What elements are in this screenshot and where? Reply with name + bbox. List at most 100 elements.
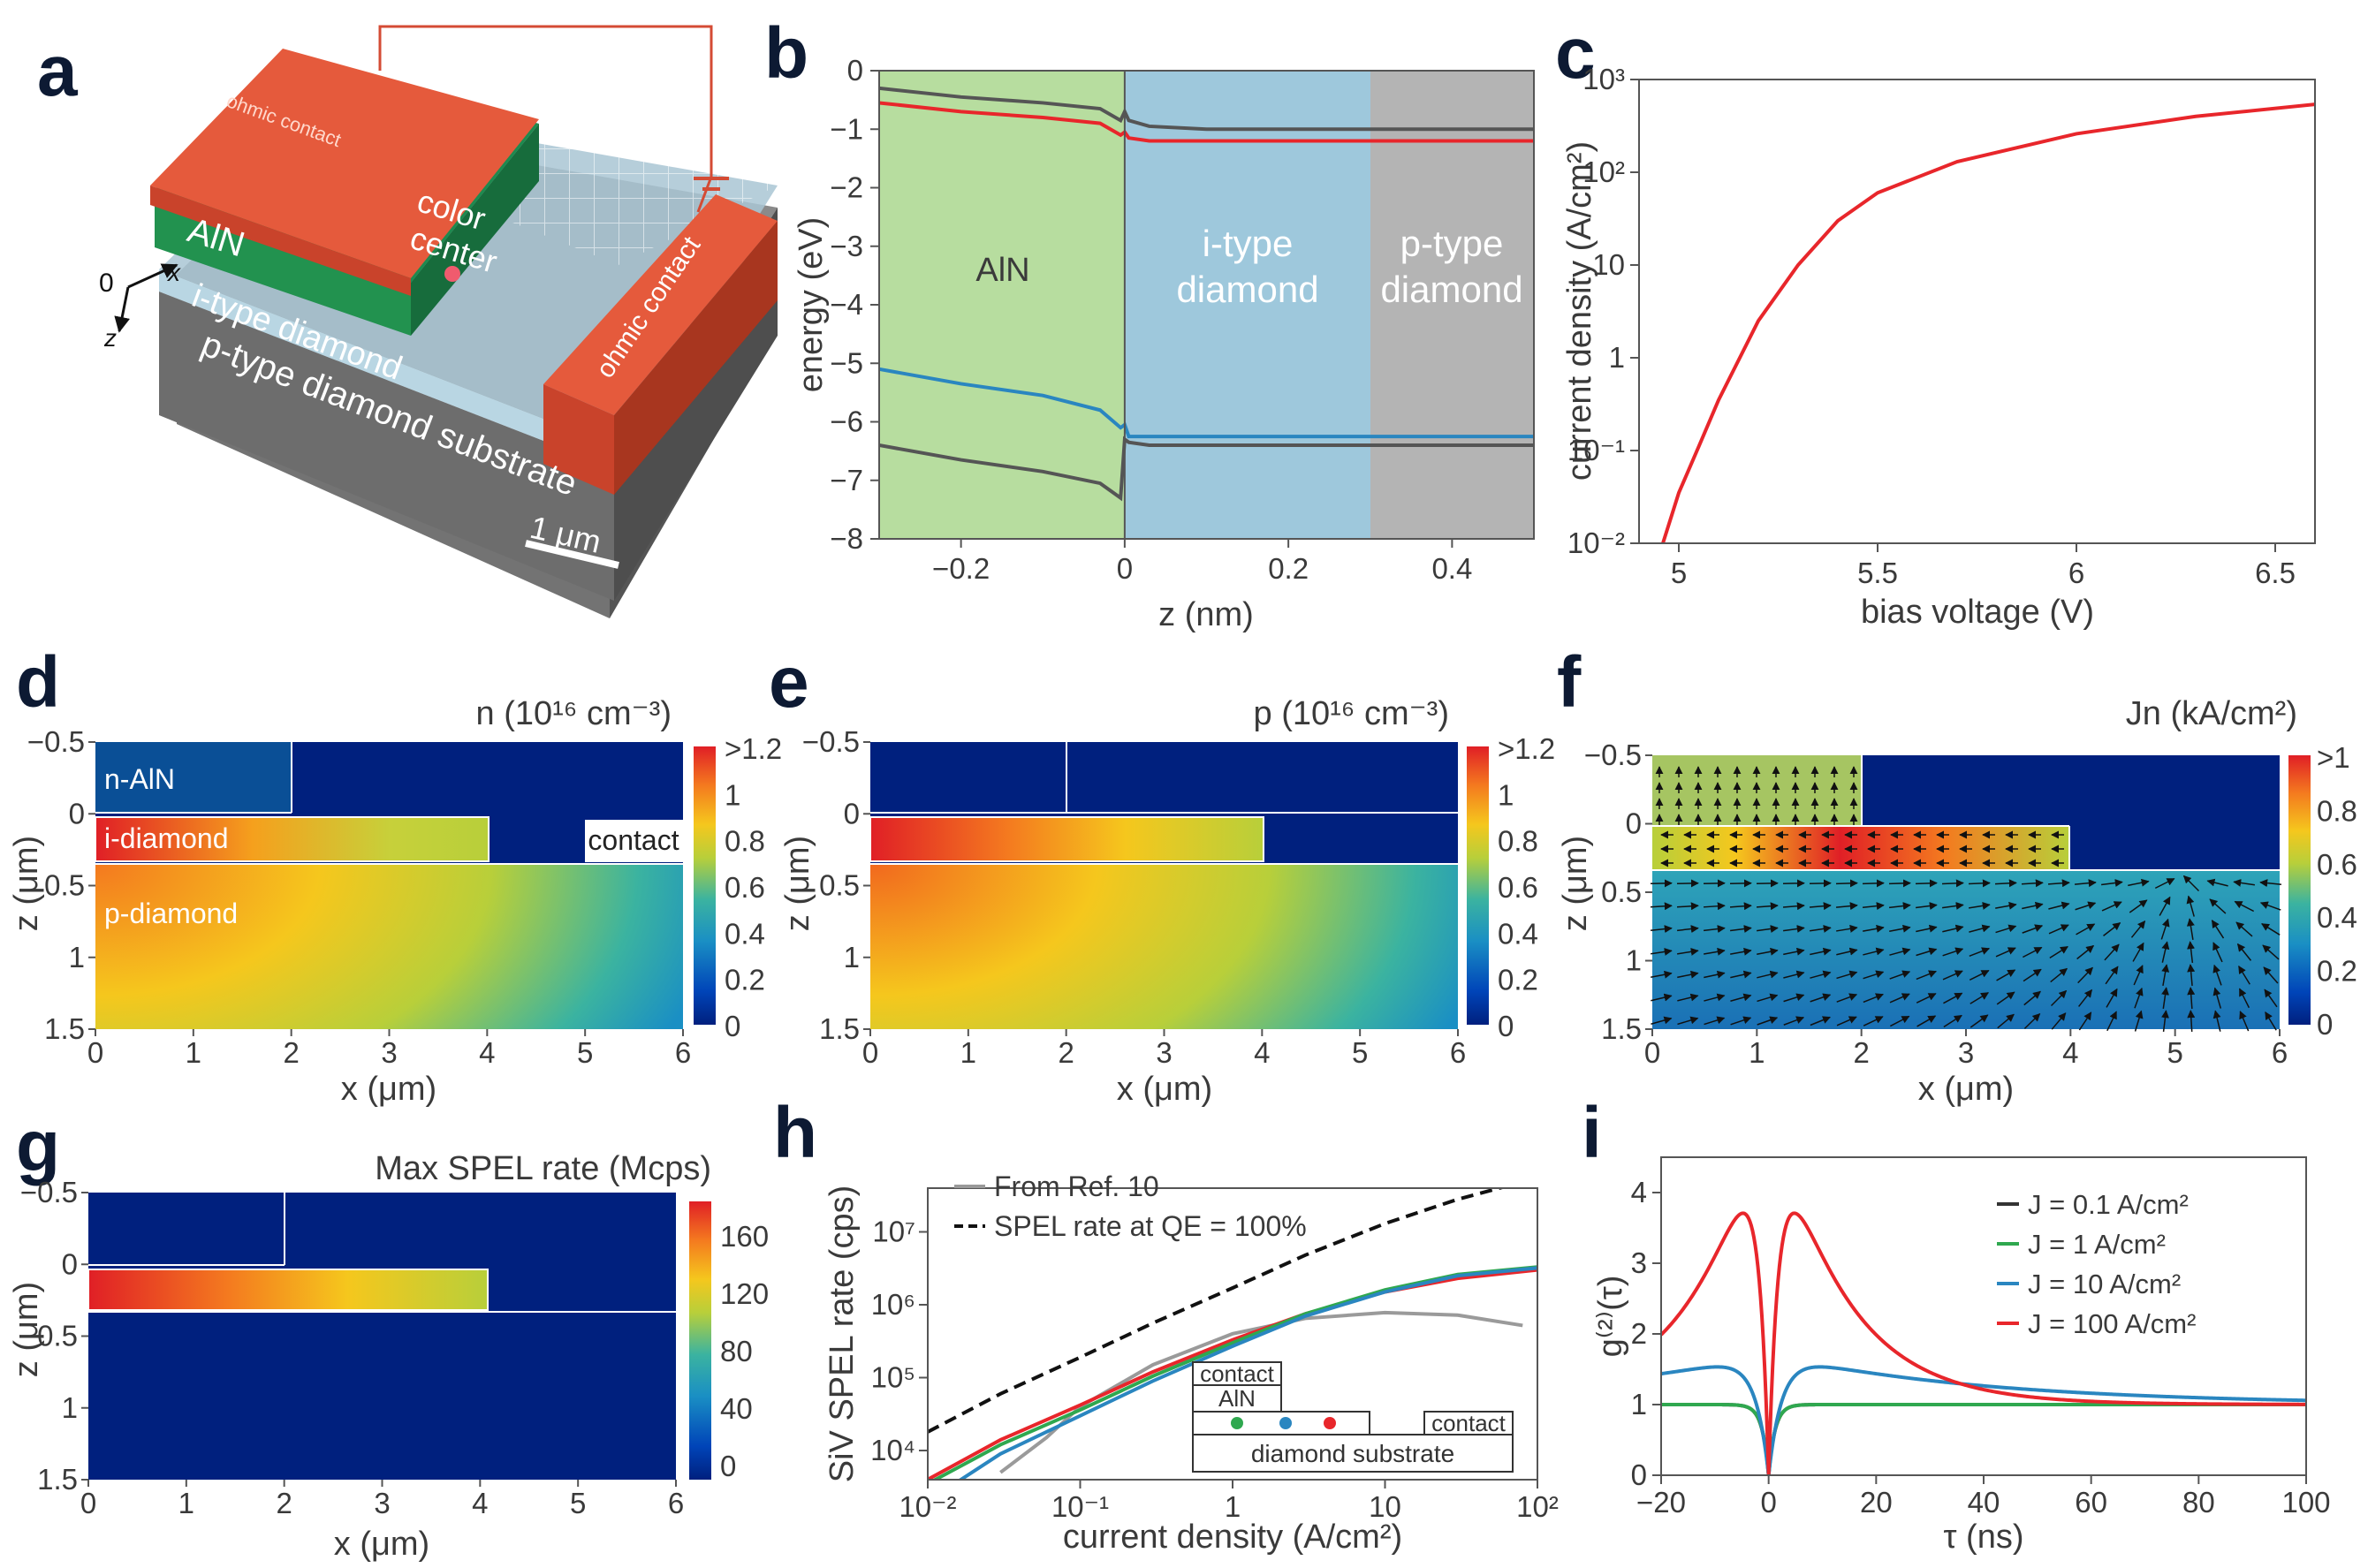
idiamond-region [95, 817, 489, 861]
i-xtick: 80 [2182, 1486, 2215, 1519]
map-xtick: 2 [283, 1036, 299, 1069]
region-itype [1125, 71, 1370, 539]
h-xtick: 1 [1225, 1490, 1241, 1523]
panel-d-colorbar [694, 746, 716, 1025]
c-xtick: 5.5 [1857, 557, 1898, 589]
map-xtick: 2 [1853, 1036, 1869, 1069]
map-ytick: 1 [1626, 944, 1642, 977]
map-ytick: 1.5 [44, 1012, 85, 1045]
map-xtick: 6 [668, 1487, 684, 1519]
panel-e-title: p (10¹⁶ cm⁻³) [1254, 695, 1450, 732]
i-xtick: 60 [2075, 1486, 2107, 1519]
colorbar-tick: 40 [720, 1392, 753, 1425]
h-xtick: 10 [1369, 1490, 1401, 1523]
map-xtick: 6 [2272, 1036, 2288, 1069]
ohmic-contact-side [543, 194, 778, 415]
map-ytick: 0.5 [819, 869, 860, 902]
svg-text:current density (A/cm²): current density (A/cm²) [1063, 1519, 1402, 1556]
map-xtick: 1 [1749, 1036, 1765, 1069]
i-ytick: 1 [1631, 1388, 1647, 1420]
map-xtick: 1 [960, 1036, 976, 1069]
c-xtick: 6.5 [2255, 557, 2296, 589]
h-ytick: 10⁷ [872, 1216, 915, 1248]
panel-f-colorbar [2288, 755, 2311, 1025]
h-ytick: 10⁶ [871, 1288, 915, 1321]
jv-line [1661, 102, 2315, 543]
svg-text:z (μm): z (μm) [8, 836, 45, 931]
map-xtick: 2 [276, 1487, 292, 1519]
map-ytick: 0 [62, 1247, 78, 1280]
svg-text:x: x [166, 259, 181, 286]
i-ytick: 2 [1631, 1317, 1647, 1350]
panel-b-xlabel: z (nm) [1158, 596, 1254, 633]
colorbar-tick: 0.4 [725, 917, 765, 950]
svg-text:contact: contact [1431, 1410, 1507, 1436]
panel-f-current-density: Jn (kA/cm²) 0 1 2 3 4 5 6−0.500.511.5 00.20.40.… [1557, 695, 2357, 1108]
i-xtick: −20 [1636, 1486, 1686, 1519]
g2-line-2 [1661, 1365, 2306, 1475]
panel-label-f: f [1557, 642, 1582, 723]
map-ytick: −0.5 [1584, 739, 1642, 771]
panel-d-title: n (10¹⁶ cm⁻³) [476, 695, 672, 732]
map-xtick: 1 [186, 1036, 201, 1069]
map-ytick: 1.5 [819, 1012, 860, 1045]
inset-dot-red [1324, 1417, 1336, 1429]
svg-text:contact: contact [1200, 1360, 1275, 1387]
svg-text:x (μm): x (μm) [1918, 1071, 2014, 1108]
map-ytick: 0 [1626, 807, 1642, 840]
map-xtick: 0 [1644, 1036, 1660, 1069]
scale-bar [525, 540, 619, 569]
i-xtick: 20 [1860, 1486, 1893, 1519]
panel-g-colorbar [689, 1201, 711, 1480]
c-ytick: 10 [1592, 248, 1625, 281]
b-ytick: −3 [830, 230, 863, 262]
svg-text:x (μm): x (μm) [341, 1071, 436, 1108]
panel-d-electron-density: n-AlN i-diamond p-diamond contact n (10¹… [8, 695, 782, 1108]
naln-region [95, 742, 292, 813]
panel-f-arrows [1650, 766, 2282, 1033]
region-label-itype-1: i-type [1203, 223, 1294, 264]
map-ytick: 0 [69, 797, 85, 829]
panel-i-legend: J = 0.1 A/cm² J = 1 A/cm² J = 10 A/cm² J… [1997, 1189, 2196, 1339]
map-xtick: 0 [80, 1487, 96, 1519]
b-ytick: −1 [830, 112, 863, 145]
map-ytick: −0.5 [20, 1176, 78, 1208]
svg-text:AlN: AlN [1218, 1385, 1256, 1412]
svg-text:contact: contact [588, 824, 679, 856]
map-ytick: 0 [844, 797, 860, 829]
panel-g-title: Max SPEL rate (Mcps) [375, 1150, 711, 1187]
map-ytick: 1 [844, 941, 860, 973]
i-ytick: 4 [1631, 1176, 1647, 1208]
panel-label-e: e [769, 642, 809, 723]
colorbar-tick: >1.2 [725, 732, 782, 765]
region-label-aln: AlN [975, 252, 1029, 289]
z-axis-arrow [114, 286, 131, 333]
region-ptype [1370, 71, 1534, 539]
map-ytick: 0.5 [1601, 875, 1642, 908]
map-xtick: 0 [87, 1036, 103, 1069]
svg-text:n-AlN: n-AlN [104, 763, 175, 795]
legend-qe: SPEL rate at QE = 100% [994, 1210, 1307, 1242]
svg-text:0: 0 [99, 269, 114, 298]
panel-label-a: a [37, 31, 79, 111]
svg-text:τ (ns): τ (ns) [1943, 1519, 2023, 1556]
map-ytick: 1 [62, 1391, 78, 1424]
c-ytick: 10⁻¹ [1567, 434, 1625, 466]
b-ytick: −8 [830, 522, 863, 555]
b-ytick: −6 [830, 405, 863, 438]
colorbar-tick: 1 [725, 778, 740, 811]
svg-text:x (μm): x (μm) [1117, 1071, 1212, 1108]
panel-b-axes: −0.2 0 0.2 0.4 0 −1 −2 −3 −4 −5 −6 −7 −8 [830, 54, 1472, 585]
h-xtick: 10⁻¹ [1051, 1490, 1109, 1523]
inset-dot-green [1231, 1417, 1243, 1429]
b-xtick: −0.2 [932, 552, 990, 585]
spel-line-4 [957, 1266, 1537, 1480]
map-xtick: 4 [2062, 1036, 2078, 1069]
b-ytick: −4 [830, 288, 863, 321]
svg-text:i-diamond: i-diamond [104, 822, 229, 854]
color-center-dot [444, 266, 460, 282]
svg-text:z (μm): z (μm) [1557, 836, 1594, 931]
